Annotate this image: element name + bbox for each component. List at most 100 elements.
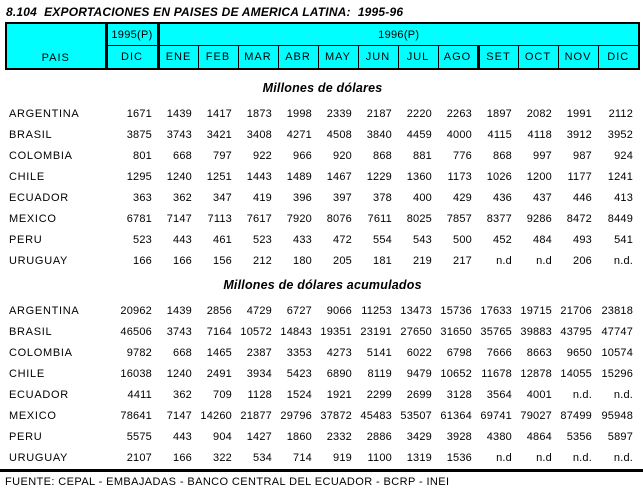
value-cell: 166: [173, 451, 192, 464]
value-cell: 3934: [246, 367, 272, 380]
value-cell: 212: [253, 254, 272, 267]
value-cell: 31650: [440, 325, 472, 338]
country-cell: PERU: [9, 233, 43, 246]
value-cell: 2187: [366, 107, 392, 120]
value-cell: 8076: [326, 212, 352, 225]
value-cell: 5575: [126, 430, 152, 443]
col-header-set: SET: [476, 45, 519, 70]
value-cell: 3743: [166, 128, 192, 141]
country-cell: URUGUAY: [9, 254, 69, 267]
value-cell: 1200: [526, 170, 552, 183]
spacer: [6, 292, 639, 300]
value-cell: 3353: [286, 346, 312, 359]
value-cell: 1921: [326, 388, 352, 401]
col-header-feb: FEB: [197, 45, 239, 70]
col-header-pais: PAIS: [5, 22, 108, 70]
value-cell: n.d.: [613, 451, 634, 464]
value-cell: 7666: [486, 346, 512, 359]
value-cell: 8377: [486, 212, 512, 225]
col-header-jun: JUN: [357, 45, 399, 70]
value-cell: 6727: [286, 304, 312, 317]
value-cell: 3128: [446, 388, 472, 401]
value-cell: 1241: [607, 170, 634, 183]
value-cell: n.d.: [572, 451, 592, 464]
value-cell: 1443: [246, 170, 272, 183]
col-header-oct: OCT: [517, 45, 559, 70]
value-cell: 37872: [320, 409, 352, 422]
value-cell: 543: [413, 233, 432, 246]
table-row: URUGUAY 2107 166 322 534 714 919 1100 1319 1536 n.…: [6, 447, 639, 468]
country-cell: ARGENTINA: [9, 107, 80, 120]
col-header-dic95: DIC: [105, 45, 160, 70]
value-cell: 1360: [406, 170, 432, 183]
country-cell: COLOMBIA: [9, 149, 73, 162]
value-cell: 2699: [406, 388, 432, 401]
value-cell: 7857: [446, 212, 472, 225]
value-cell: 472: [333, 233, 352, 246]
value-cell: 39883: [520, 325, 552, 338]
value-cell: 166: [173, 254, 192, 267]
value-cell: 15296: [601, 367, 634, 380]
value-cell: 21706: [560, 304, 592, 317]
value-cell: 8472: [566, 212, 592, 225]
value-cell: n.d: [536, 254, 552, 267]
value-cell: 966: [293, 149, 312, 162]
value-cell: 79027: [520, 409, 552, 422]
value-cell: n.d.: [572, 388, 592, 401]
table-row: ARGENTINA 20962 1439 2856 4729 6727 9066 11253 1…: [6, 300, 639, 321]
value-cell: 217: [453, 254, 472, 267]
value-cell: 10652: [440, 367, 472, 380]
value-cell: 523: [253, 233, 272, 246]
value-cell: 2886: [366, 430, 392, 443]
value-cell: 7113: [207, 212, 232, 225]
value-cell: 709: [213, 388, 232, 401]
country-cell: PERU: [9, 430, 43, 443]
country-cell: CHILE: [9, 170, 45, 183]
value-cell: 2332: [326, 430, 352, 443]
value-cell: 554: [373, 233, 392, 246]
value-cell: 1536: [446, 451, 472, 464]
value-cell: 1873: [246, 107, 272, 120]
value-cell: 11253: [361, 304, 392, 317]
value-cell: 4001: [526, 388, 552, 401]
value-cell: 446: [573, 191, 592, 204]
value-cell: 400: [413, 191, 432, 204]
value-cell: 714: [293, 451, 312, 464]
table-row: URUGUAY 166 166 156 212 180 205 181 219 217 n.d n.d…: [6, 250, 639, 271]
value-cell: 1860: [286, 430, 312, 443]
section-heading: Millones de dólares acumulados: [223, 277, 422, 292]
table-row: PERU 5575 443 904 1427 1860 2332 2886 3429 3928 43…: [6, 426, 639, 447]
value-cell: 3928: [446, 430, 472, 443]
value-cell: 3875: [126, 128, 152, 141]
value-cell: 78641: [120, 409, 152, 422]
value-cell: 9650: [566, 346, 592, 359]
value-cell: 8449: [607, 212, 634, 225]
value-cell: 924: [614, 149, 634, 162]
table-row: MEXICO 6781 7147 7113 7617 7920 8076 7611 8025 78…: [6, 208, 639, 229]
value-cell: 1229: [366, 170, 392, 183]
value-cell: 7920: [286, 212, 312, 225]
value-cell: 378: [373, 191, 392, 204]
value-cell: 5141: [366, 346, 392, 359]
value-cell: 23191: [360, 325, 392, 338]
value-cell: 4118: [527, 128, 552, 141]
value-cell: 3840: [366, 128, 392, 141]
table-header: PAIS 1995(P) 1996(P) DIC ENE FEB MAR ABR…: [5, 22, 641, 70]
value-cell: 443: [173, 430, 192, 443]
value-cell: 523: [133, 233, 152, 246]
value-cell: 2387: [246, 346, 272, 359]
value-cell: 797: [213, 149, 232, 162]
table-row: COLOMBIA 9782 668 1465 2387 3353 4273 5141 6022 6…: [6, 342, 639, 363]
value-cell: 443: [173, 233, 192, 246]
value-cell: n.d: [496, 451, 512, 464]
value-cell: 4115: [487, 128, 512, 141]
value-cell: 15736: [440, 304, 472, 317]
value-cell: 461: [213, 233, 232, 246]
table-row: CHILE 16038 1240 2491 3934 5423 6890 8119 9479 10…: [6, 363, 639, 384]
value-cell: 95948: [601, 409, 634, 422]
value-cell: 46506: [120, 325, 152, 338]
value-cell: 904: [213, 430, 232, 443]
spacer: [6, 95, 639, 103]
value-cell: 397: [333, 191, 352, 204]
